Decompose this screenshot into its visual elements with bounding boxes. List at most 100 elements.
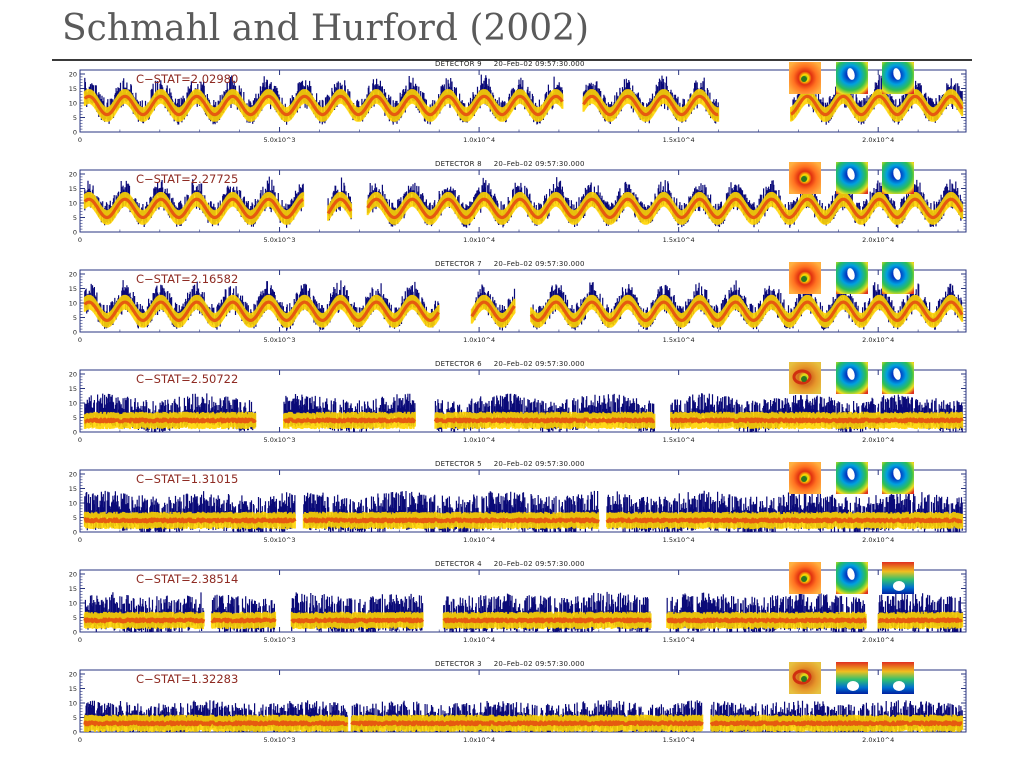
plot-frame	[79, 369, 967, 433]
map-thumbnail-blob	[882, 262, 914, 294]
y-tick-label: 5	[73, 614, 77, 622]
y-tick-label: 10	[69, 300, 77, 308]
map-thumbnail	[882, 162, 914, 194]
y-tick-label: 0	[73, 429, 77, 437]
y-tick-label: 10	[69, 700, 77, 708]
observation-time: 20–Feb–02 09:57:30.000	[493, 460, 585, 468]
x-tick-label: 5.0x10^3	[264, 636, 296, 644]
observation-time: 20–Feb–02 09:57:30.000	[493, 60, 585, 68]
plot-area: 0 5 10 15 20 0 5.0x10^3 1.0x10^4 1.5x10^4 2.0x10^…	[69, 369, 967, 444]
x-tick-label: 1.5x10^4	[663, 736, 695, 744]
model-series	[83, 720, 964, 727]
y-tick-label: 5	[73, 414, 77, 422]
detector-panel: 0 5 10 15 20 0 5.0x10^3 1.0x10^4 1.5x10^4 2.0x10^…	[0, 560, 1024, 660]
c-stat-annotation: C−STAT=2.27725	[136, 172, 239, 186]
y-tick-label: 0	[73, 729, 77, 737]
x-tick-label: 0	[78, 536, 82, 544]
x-tick-label: 2.0x10^4	[862, 136, 894, 144]
x-tick-label: 1.0x10^4	[463, 136, 495, 144]
model-series	[83, 617, 964, 624]
x-tick-label: 2.0x10^4	[862, 536, 894, 544]
x-tick-label: 5.0x10^3	[264, 536, 296, 544]
y-tick-label: 15	[69, 485, 77, 493]
map-thumbnail	[836, 362, 868, 394]
x-tick-label: 0	[78, 636, 82, 644]
x-tick-label: 1.0x10^4	[463, 636, 495, 644]
panel-header: DETECTOR 4 20–Feb–02 09:57:30.000	[435, 560, 585, 568]
y-tick-label: 15	[69, 185, 77, 193]
map-thumbnail-blob	[882, 462, 914, 494]
map-thumbnail	[789, 462, 821, 494]
map-thumbnail	[789, 62, 821, 94]
detector-label: DETECTOR 7	[435, 260, 482, 268]
plot-area: 0 5 10 15 20 0 5.0x10^3 1.0x10^4 1.5x10^4 2.0x10^…	[69, 269, 967, 344]
slide-title: Schmahl and Hurford (2002)	[62, 8, 590, 49]
y-tick-label: 15	[69, 685, 77, 693]
x-tick-label: 0	[78, 736, 82, 744]
y-tick-label: 20	[69, 671, 77, 679]
y-tick-label: 5	[73, 314, 77, 322]
map-thumbnail	[789, 262, 821, 294]
map-thumbnail	[882, 62, 914, 94]
y-tick-label: 0	[73, 129, 77, 137]
map-thumbnail	[836, 262, 868, 294]
c-stat-annotation: C−STAT=2.38514	[136, 572, 239, 586]
x-tick-label: 2.0x10^4	[862, 236, 894, 244]
observation-time: 20–Feb–02 09:57:30.000	[493, 260, 585, 268]
c-stat-annotation: C−STAT=1.31015	[136, 472, 239, 486]
x-tick-label: 1.0x10^4	[463, 536, 495, 544]
detector-panel: 0 5 10 15 20 0 5.0x10^3 1.0x10^4 1.5x10^4 2.0x10^…	[0, 160, 1024, 260]
map-thumbnail	[882, 562, 914, 594]
x-tick-label: 1.5x10^4	[663, 636, 695, 644]
plot-area: 0 5 10 15 20 0 5.0x10^3 1.0x10^4 1.5x10^4 2.0x10^…	[69, 569, 967, 644]
x-tick-label: 2.0x10^4	[862, 436, 894, 444]
map-thumbnail-ring	[789, 162, 821, 194]
c-stat-annotation: C−STAT=2.02980	[136, 72, 239, 86]
plot-frame	[79, 269, 967, 333]
x-tick-label: 1.5x10^4	[663, 236, 695, 244]
y-tick-label: 15	[69, 285, 77, 293]
map-thumbnail	[836, 562, 868, 594]
observation-time: 20–Feb–02 09:57:30.000	[493, 660, 585, 668]
y-tick-label: 15	[69, 85, 77, 93]
model-series	[83, 517, 964, 524]
observation-time: 20–Feb–02 09:57:30.000	[493, 560, 585, 568]
x-tick-label: 1.0x10^4	[463, 436, 495, 444]
map-thumbnail	[882, 262, 914, 294]
y-tick-label: 5	[73, 714, 77, 722]
plot-frame	[79, 669, 967, 733]
map-thumbnail-edge	[836, 662, 868, 694]
map-thumbnail-blob	[836, 462, 868, 494]
map-thumbnail-blob	[836, 562, 868, 594]
map-thumbnail	[789, 662, 821, 694]
map-thumbnail-ring	[789, 562, 821, 594]
panel-header: DETECTOR 7 20–Feb–02 09:57:30.000	[435, 260, 585, 268]
y-tick-label: 0	[73, 629, 77, 637]
plot-frame	[79, 69, 967, 133]
y-tick-label: 15	[69, 385, 77, 393]
panel-header: DETECTOR 5 20–Feb–02 09:57:30.000	[435, 460, 585, 468]
x-tick-label: 5.0x10^3	[264, 236, 296, 244]
x-tick-label: 1.5x10^4	[663, 136, 695, 144]
detector-label: DETECTOR 5	[435, 460, 482, 468]
map-thumbnail	[882, 462, 914, 494]
title-divider	[52, 59, 972, 61]
y-tick-label: 5	[73, 114, 77, 122]
map-thumbnail-swirl	[789, 362, 821, 394]
x-tick-label: 5.0x10^3	[264, 336, 296, 344]
panel-header: DETECTOR 8 20–Feb–02 09:57:30.000	[435, 160, 585, 168]
plot-area: 0 5 10 15 20 0 5.0x10^3 1.0x10^4 1.5x10^4 2.0x10^…	[69, 469, 967, 544]
x-tick-label: 1.0x10^4	[463, 736, 495, 744]
model-series	[83, 94, 964, 117]
y-tick-label: 10	[69, 100, 77, 108]
y-tick-label: 10	[69, 400, 77, 408]
x-tick-label: 1.5x10^4	[663, 536, 695, 544]
detector-panel: 0 5 10 15 20 0 5.0x10^3 1.0x10^4 1.5x10^4 2.0x10^…	[0, 260, 1024, 360]
x-tick-label: 5.0x10^3	[264, 136, 296, 144]
map-thumbnail	[836, 462, 868, 494]
y-tick-label: 20	[69, 471, 77, 479]
panel-header: DETECTOR 9 20–Feb–02 09:57:30.000	[435, 60, 585, 68]
map-thumbnail-blob	[836, 262, 868, 294]
x-tick-label: 1.0x10^4	[463, 336, 495, 344]
